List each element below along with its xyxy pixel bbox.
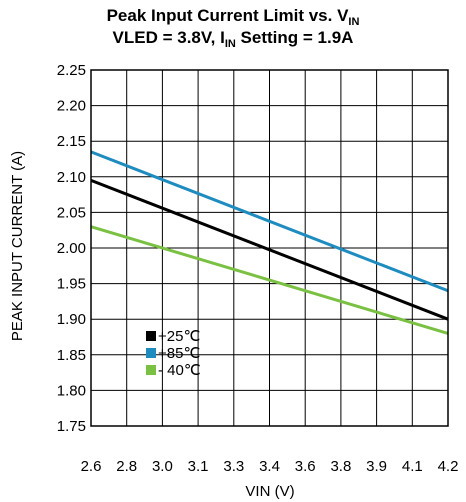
y-tick-label: 2.20 bbox=[57, 98, 86, 115]
x-tick-label: 2.8 bbox=[116, 458, 137, 475]
y-tick-label: 2.25 bbox=[57, 62, 86, 79]
plot-area bbox=[90, 69, 449, 427]
chart-title-line2: VLED = 3.8V, IIN Setting = 1.9A bbox=[112, 28, 354, 50]
y-tick-label: 1.80 bbox=[57, 382, 86, 399]
y-tick-label: 1.85 bbox=[57, 347, 86, 364]
x-tick-label: 3.6 bbox=[295, 458, 316, 475]
legend-swatch bbox=[146, 331, 156, 341]
y-tick-label: 2.15 bbox=[57, 133, 86, 150]
legend-swatch bbox=[146, 348, 156, 358]
y-axis-label: PEAK INPUT CURRENT (A) bbox=[9, 151, 26, 341]
legend-label: - 40℃ bbox=[158, 362, 201, 379]
x-tick-label: 3.4 bbox=[259, 458, 280, 475]
series-lines bbox=[90, 150, 449, 335]
y-tick-label: 1.90 bbox=[57, 311, 86, 328]
x-tick-label: 3.3 bbox=[223, 458, 244, 475]
title-subscript: IN bbox=[224, 38, 236, 50]
x-tick-labels: 2.6 2.8 3.0 3.1 3.3 3.4 3.6 3.8 3.9 4.1 4.2 bbox=[81, 458, 459, 475]
x-tick-label: 4.1 bbox=[402, 458, 423, 475]
x-tick-label: 3.0 bbox=[152, 458, 173, 475]
grid bbox=[91, 70, 448, 426]
chart-title: Peak Input Current Limit vs. VIN VLED = … bbox=[0, 6, 466, 50]
x-tick-label: 4.2 bbox=[438, 458, 459, 475]
legend-label: +85℃ bbox=[158, 345, 200, 362]
y-tick-label: 2.00 bbox=[57, 240, 86, 257]
legend-swatch bbox=[146, 365, 156, 375]
y-tick-label: 1.75 bbox=[57, 418, 86, 435]
x-tick-label: 3.9 bbox=[366, 458, 387, 475]
series-line bbox=[90, 178, 449, 321]
y-tick-labels: 2.25 2.20 2.15 2.10 2.05 2.00 1.95 1.90 1.85 1.80… bbox=[57, 62, 86, 435]
chart-title-line1: Peak Input Current Limit vs. VIN bbox=[106, 6, 360, 28]
y-tick-label: 2.10 bbox=[57, 169, 86, 186]
legend-label: +25℃ bbox=[158, 328, 200, 345]
title-subscript: IN bbox=[348, 16, 360, 28]
legend: +25℃+85℃- 40℃ bbox=[146, 328, 201, 379]
x-tick-label: 2.6 bbox=[81, 458, 102, 475]
x-tick-label: 3.8 bbox=[330, 458, 351, 475]
series-line bbox=[90, 150, 449, 293]
x-tick-label: 3.1 bbox=[188, 458, 209, 475]
y-tick-label: 1.95 bbox=[57, 276, 86, 293]
y-tick-label: 2.05 bbox=[57, 204, 86, 221]
series-line bbox=[90, 225, 449, 335]
x-axis-label: VIN (V) bbox=[245, 483, 294, 500]
